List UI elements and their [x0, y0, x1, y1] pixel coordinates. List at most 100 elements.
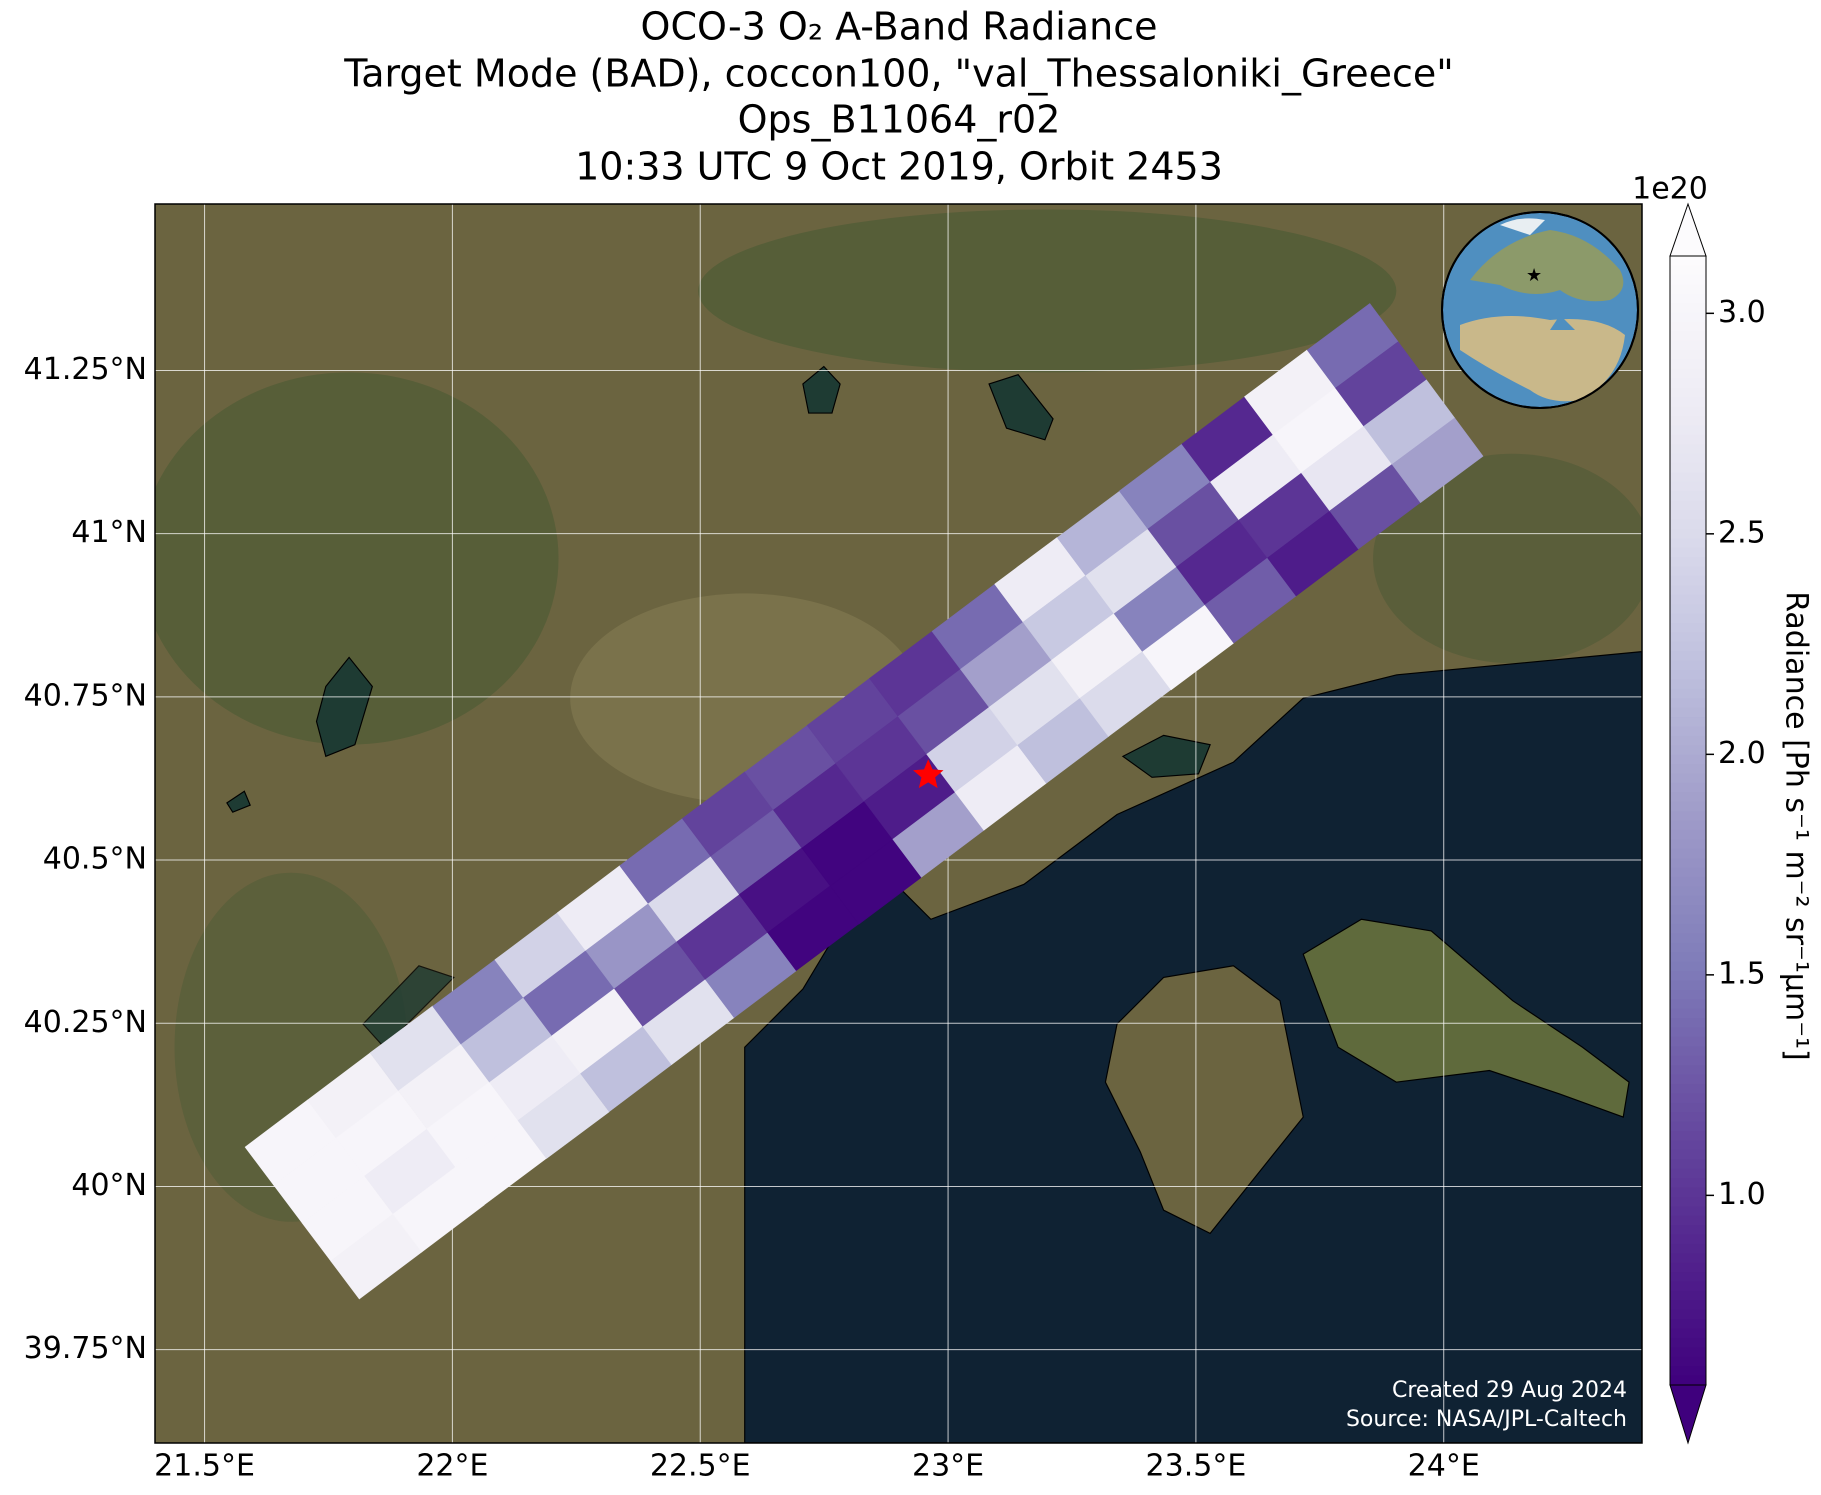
x-tick-label: 21.5°E [154, 1449, 255, 1484]
colorbar-swatch [1670, 1253, 1706, 1264]
swath-cell [1391, 417, 1484, 504]
x-tick-label: 22°E [416, 1449, 488, 1484]
colorbar-swatch [1670, 952, 1706, 963]
colorbar-tick-label: 3.0 [1718, 295, 1766, 330]
colorbar-swatch [1670, 811, 1706, 822]
colorbar-swatch [1670, 905, 1706, 916]
colorbar-swatch [1670, 1121, 1706, 1132]
colorbar-swatch [1670, 754, 1706, 765]
colorbar-tick-label: 1.5 [1718, 956, 1766, 991]
x-tick-label: 22.5°E [650, 1449, 751, 1484]
colorbar-swatch [1670, 1262, 1706, 1273]
colorbar-swatch [1670, 1243, 1706, 1254]
colorbar-swatch [1670, 839, 1706, 850]
colorbar-swatch [1670, 942, 1706, 953]
inset-globe: ★ [1441, 211, 1639, 409]
colorbar-swatch [1670, 1356, 1706, 1367]
credit-line: Source: NASA/JPL-Caltech [1346, 1407, 1627, 1432]
colorbar-swatch [1670, 923, 1706, 934]
swath-cell [517, 1073, 610, 1159]
title-line: Ops_B11064_r02 [738, 98, 1061, 142]
colorbar-swatch [1670, 557, 1706, 568]
colorbar-tick-label: 1.0 [1718, 1177, 1766, 1212]
colorbar-swatch [1670, 1309, 1706, 1320]
target-marker [913, 759, 944, 789]
colorbar-swatch [1670, 406, 1706, 417]
colorbar-swatch [1670, 1347, 1706, 1358]
map-frame [154, 203, 1643, 1444]
colorbar-swatch [1670, 876, 1706, 887]
colorbar-swatch [1670, 660, 1706, 671]
colorbar-swatch [1670, 726, 1706, 737]
colorbar-swatch [1670, 820, 1706, 831]
colorbar-swatch [1670, 651, 1706, 662]
colorbar: 1e20 Radiance [Ph s⁻¹ m⁻² sr⁻¹μm⁻¹] 1.0 1… [1632, 172, 1814, 1445]
colorbar-swatch [1670, 1300, 1706, 1311]
colorbar-swatch [1670, 1178, 1706, 1189]
colorbar-swatch [1670, 961, 1706, 972]
colorbar-swatch [1670, 717, 1706, 728]
colorbar-swatch [1670, 829, 1706, 840]
colorbar-swatch [1670, 547, 1706, 558]
y-tick-label: 40°N [71, 1168, 147, 1203]
colorbar-swatch [1670, 594, 1706, 605]
colorbar-swatch [1670, 848, 1706, 859]
colorbar-swatch [1670, 425, 1706, 436]
colorbar-swatch [1670, 1337, 1706, 1348]
colorbar-swatch [1670, 387, 1706, 398]
colorbar-swatch [1670, 368, 1706, 379]
colorbar-swatch [1670, 1008, 1706, 1019]
colorbar-multiplier: 1e20 [1632, 172, 1708, 207]
colorbar-swatch [1670, 274, 1706, 285]
colorbar-swatch [1670, 679, 1706, 690]
y-tick-label: 39.75°N [24, 1331, 147, 1366]
svg-text:★: ★ [1526, 265, 1542, 286]
colorbar-swatch [1670, 321, 1706, 332]
colorbar-swatch [1670, 1140, 1706, 1151]
y-tick-label: 41°N [71, 515, 147, 550]
colorbar-swatch [1670, 585, 1706, 596]
colorbar-swatch [1670, 1027, 1706, 1038]
title-block: OCO-3 O₂ A-Band Radiance Target Mode (BA… [343, 5, 1453, 189]
colorbar-swatch [1670, 971, 1706, 982]
colorbar-swatch [1670, 1112, 1706, 1123]
colorbar-swatch [1670, 764, 1706, 775]
colorbar-swatch [1670, 858, 1706, 869]
colorbar-swatch [1670, 1196, 1706, 1207]
colorbar-swatch [1670, 1102, 1706, 1113]
colorbar-swatch [1670, 1225, 1706, 1236]
colorbar-swatch [1670, 481, 1706, 492]
colorbar-swatch [1670, 688, 1706, 699]
target-layer [913, 759, 944, 789]
colorbar-swatch [1670, 1215, 1706, 1226]
colorbar-swatch [1670, 453, 1706, 464]
colorbar-swatch [1670, 500, 1706, 511]
colorbar-tick-label: 2.0 [1718, 736, 1766, 771]
colorbar-swatch [1670, 1149, 1706, 1160]
colorbar-swatch [1670, 801, 1706, 812]
colorbar-swatch [1670, 256, 1706, 267]
colorbar-swatch [1670, 331, 1706, 342]
y-tick-label: 40.5°N [43, 842, 147, 877]
y-tick-label: 41.25°N [24, 352, 147, 387]
x-tick-label: 24°E [1408, 1449, 1480, 1484]
colorbar-swatch [1670, 792, 1706, 803]
colorbar-swatch [1670, 1375, 1706, 1386]
colorbar-swatch [1670, 707, 1706, 718]
colorbar-swatch [1670, 1065, 1706, 1076]
colorbar-swatch [1670, 491, 1706, 502]
colorbar-swatch [1670, 519, 1706, 530]
y-tick-label: 40.25°N [24, 1005, 147, 1040]
colorbar-swatch [1670, 1093, 1706, 1104]
colorbar-swatch [1670, 1018, 1706, 1029]
colorbar-tick-label: 2.5 [1718, 515, 1766, 550]
colorbar-swatch [1670, 980, 1706, 991]
credits: Created 29 Aug 2024 Source: NASA/JPL-Cal… [1346, 1378, 1627, 1432]
colorbar-swatch [1670, 1366, 1706, 1377]
colorbar-swatch [1670, 641, 1706, 652]
colorbar-swatch [1670, 444, 1706, 455]
colorbar-extend-max [1669, 202, 1707, 257]
colorbar-swatch [1670, 886, 1706, 897]
axis-ticks: 21.5°E 22°E 22.5°E 23°E 23.5°E 24°E 39.75°N 40°… [24, 352, 1480, 1484]
